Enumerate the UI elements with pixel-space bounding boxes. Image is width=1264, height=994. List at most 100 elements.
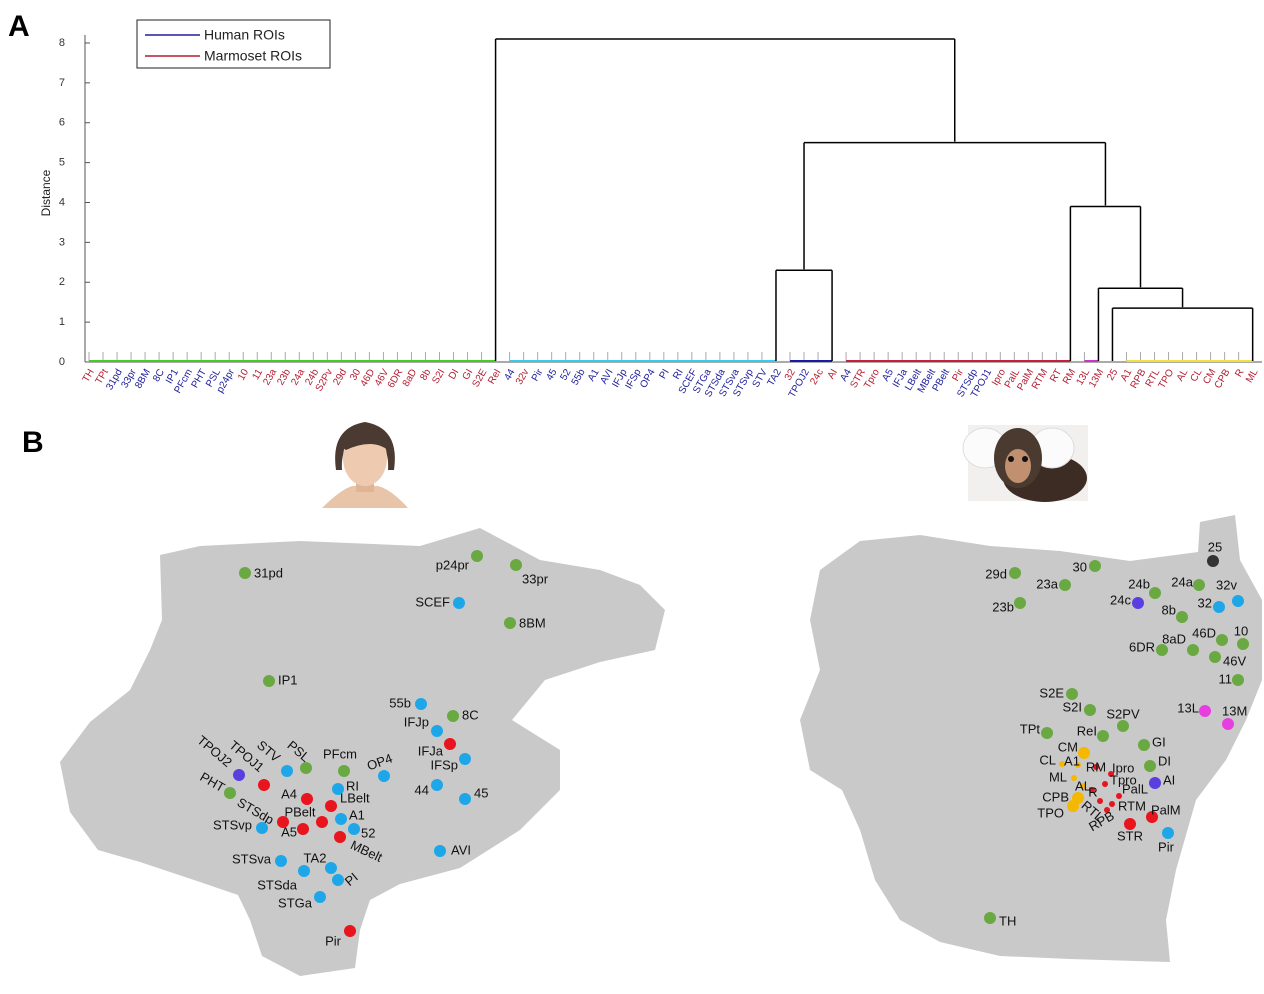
roi-label: S2PV	[1106, 706, 1140, 721]
roi-dot	[239, 567, 251, 579]
leaf-label: DI	[447, 367, 462, 381]
roi-dot	[453, 597, 465, 609]
leaf-label: Pir	[530, 367, 546, 384]
roi-label: STSda	[257, 877, 298, 892]
leaf-label: 32v	[514, 367, 532, 386]
roi-dot	[263, 675, 275, 687]
roi-label: TPt	[1020, 721, 1041, 736]
roi-dot	[300, 762, 312, 774]
roi-dot	[447, 710, 459, 722]
roi-dot	[431, 779, 443, 791]
roi-label: IFJp	[404, 714, 429, 729]
roi-label: S2I	[1062, 699, 1082, 714]
roi-label: DI	[1158, 753, 1171, 768]
leaf-label: 23a	[261, 367, 279, 387]
roi-dot	[1216, 634, 1228, 646]
roi-dot	[1149, 587, 1161, 599]
roi-dot	[1187, 644, 1199, 656]
leaf-label: S2I	[430, 367, 447, 386]
legend-label: Marmoset ROIs	[204, 48, 302, 64]
roi-label: STR	[1117, 828, 1143, 843]
roi-dot	[1156, 644, 1168, 656]
leaf-label: 24c	[808, 367, 826, 386]
roi-dot	[1207, 555, 1219, 567]
roi-dot	[1162, 827, 1174, 839]
roi-label: A1	[349, 807, 365, 822]
roi-dot	[297, 823, 309, 835]
roi-dot	[334, 831, 346, 843]
roi-dot	[1193, 579, 1205, 591]
y-axis-label: Distance	[39, 169, 53, 216]
roi-label: A5	[281, 824, 297, 839]
roi-label: PalL	[1122, 781, 1148, 796]
roi-label: PalM	[1151, 802, 1181, 817]
figure: A B Distance 012345678Human ROIsMarmoset…	[0, 0, 1264, 989]
roi-label: A1	[1064, 753, 1080, 768]
roi-dot	[344, 925, 356, 937]
roi-label: IFSp	[431, 757, 458, 772]
roi-label: 52	[361, 825, 375, 840]
roi-dot	[1117, 720, 1129, 732]
page: A B Distance 012345678Human ROIsMarmoset…	[0, 0, 1264, 989]
roi-dot	[1067, 800, 1079, 812]
roi-label: ML	[1049, 769, 1067, 784]
roi-dot	[1199, 705, 1211, 717]
leaf-label: 8BM	[133, 367, 153, 390]
roi-label: CL	[1039, 752, 1056, 767]
roi-label: CM	[1058, 739, 1078, 754]
roi-dot	[1232, 595, 1244, 607]
roi-label: ReI	[1077, 723, 1097, 738]
roi-label: 24b	[1128, 576, 1150, 591]
roi-dot	[256, 822, 268, 834]
roi-dot	[510, 559, 522, 571]
roi-dot	[1232, 674, 1244, 686]
human-cortex-map	[60, 528, 665, 976]
y-tick-label: 7	[59, 77, 65, 89]
roi-dot	[1097, 730, 1109, 742]
leaf-label: Tpro	[862, 367, 882, 391]
roi-dot	[1097, 798, 1103, 804]
roi-label: PFcm	[323, 746, 357, 761]
roi-label: S2E	[1039, 685, 1064, 700]
leaf-label: 23b	[275, 367, 293, 387]
y-tick-label: 4	[59, 196, 65, 208]
panel-label: B	[22, 426, 44, 459]
roi-label: TA2	[304, 850, 327, 865]
leaf-label: RTM	[1030, 367, 1050, 391]
roi-label: IFJa	[418, 743, 444, 758]
roi-label: 29d	[985, 566, 1007, 581]
roi-dot	[224, 787, 236, 799]
roi-label: Pir	[325, 933, 342, 948]
roi-label: 6DR	[1129, 639, 1155, 654]
roi-dot	[459, 793, 471, 805]
leaf-label: 24a	[289, 367, 307, 387]
roi-label: 8BM	[519, 615, 546, 630]
y-tick-label: 0	[59, 356, 65, 368]
roi-label: 8aD	[1162, 631, 1186, 646]
roi-dot	[335, 813, 347, 825]
roi-dot	[281, 765, 293, 777]
roi-label: GI	[1152, 734, 1166, 749]
roi-dot	[314, 891, 326, 903]
human-icon	[322, 422, 408, 508]
y-tick-label: 6	[59, 117, 65, 129]
roi-label: 23b	[992, 599, 1014, 614]
roi-label: 10	[1234, 623, 1248, 638]
roi-dot	[258, 779, 270, 791]
roi-dot	[338, 765, 350, 777]
roi-dot	[301, 793, 313, 805]
roi-label: R	[1088, 784, 1097, 799]
roi-dot	[1237, 638, 1249, 650]
roi-label: 23a	[1036, 576, 1058, 591]
roi-dot	[984, 912, 996, 924]
roi-dot	[348, 823, 360, 835]
roi-label: STSvp	[213, 817, 252, 832]
roi-dot	[1132, 597, 1144, 609]
roi-dot	[325, 800, 337, 812]
roi-dot	[1009, 567, 1021, 579]
roi-dot	[1144, 760, 1156, 772]
y-tick-label: 1	[59, 316, 65, 328]
leaf-label: CPB	[1213, 367, 1233, 391]
leaf-label: 45	[544, 367, 559, 383]
leaf-label: TPO	[1157, 367, 1177, 390]
